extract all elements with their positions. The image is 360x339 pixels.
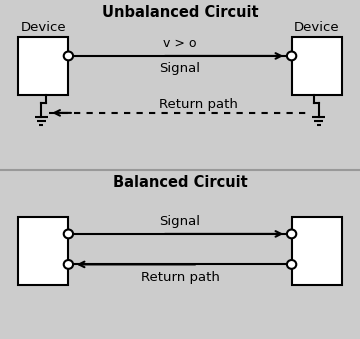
Bar bbox=[18, 37, 68, 95]
Text: Device: Device bbox=[294, 21, 339, 34]
Text: v > o: v > o bbox=[163, 37, 197, 50]
Circle shape bbox=[64, 260, 73, 269]
Circle shape bbox=[287, 52, 296, 60]
Circle shape bbox=[287, 230, 296, 238]
Text: Signal: Signal bbox=[159, 215, 201, 228]
Text: Return path: Return path bbox=[158, 98, 238, 111]
Text: Signal: Signal bbox=[159, 62, 201, 75]
Circle shape bbox=[64, 52, 73, 60]
Text: Return path: Return path bbox=[140, 271, 220, 283]
Bar bbox=[292, 37, 342, 95]
Text: Unbalanced Circuit: Unbalanced Circuit bbox=[102, 5, 258, 20]
Bar bbox=[18, 217, 68, 285]
Circle shape bbox=[64, 230, 73, 238]
Circle shape bbox=[287, 260, 296, 269]
Bar bbox=[292, 217, 342, 285]
Text: Device: Device bbox=[21, 21, 66, 34]
Text: Balanced Circuit: Balanced Circuit bbox=[113, 175, 247, 190]
